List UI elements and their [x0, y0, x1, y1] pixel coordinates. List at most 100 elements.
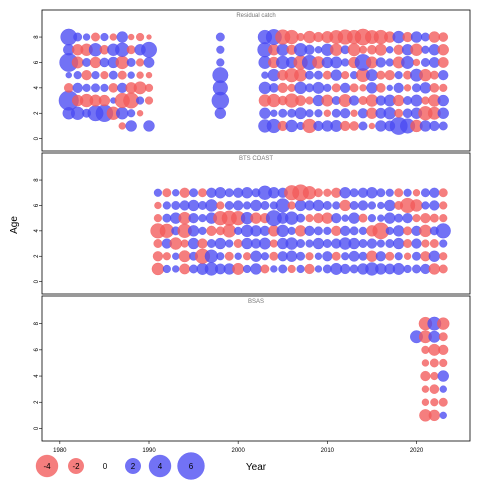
residual-bubble: [117, 70, 127, 80]
residual-bubble: [207, 239, 216, 248]
residual-bubble: [243, 264, 252, 273]
residual-bubble: [136, 110, 144, 117]
residual-bubble: [65, 71, 72, 79]
residual-bubble: [430, 372, 439, 381]
residual-bubble: [348, 212, 360, 224]
residual-bubble: [269, 83, 279, 93]
residual-bubble: [438, 397, 448, 407]
residual-bubble: [275, 198, 290, 213]
residual-bubble: [428, 250, 440, 262]
residual-bubble: [437, 57, 449, 68]
residual-bubble: [430, 398, 439, 407]
residual-bubble: [305, 96, 314, 105]
residual-bubble: [421, 201, 430, 210]
y-tick-label: 6: [34, 203, 40, 207]
residual-bubble: [323, 188, 332, 197]
residual-bubble: [339, 187, 351, 199]
panel-title: BTS COAST: [239, 156, 273, 162]
residual-bubble: [403, 96, 412, 105]
residual-bubble: [116, 107, 129, 120]
y-tick-label: 8: [34, 35, 40, 39]
residual-bubble: [331, 108, 341, 118]
residual-bubble: [340, 108, 351, 119]
residual-bubble: [276, 224, 289, 238]
residual-bubble: [198, 188, 207, 198]
residual-bubble: [304, 44, 315, 55]
residual-bubble: [439, 201, 448, 210]
residual-bubble: [100, 33, 109, 42]
residual-bubble: [375, 251, 386, 262]
residual-bubble: [439, 83, 448, 92]
residual-bubble: [349, 121, 359, 131]
residual-bubble: [349, 226, 359, 236]
residual-bubble: [429, 200, 440, 211]
residual-bubble: [365, 69, 378, 82]
residual-bubble: [216, 201, 225, 210]
residual-bubble: [180, 239, 189, 248]
residual-bubble: [278, 108, 288, 118]
y-tick-label: 2: [34, 400, 40, 404]
residual-bubble: [144, 83, 154, 92]
residual-bubble: [287, 83, 296, 92]
residual-bubble: [214, 187, 226, 199]
residual-bubble: [376, 239, 385, 248]
residual-bubble: [232, 263, 245, 275]
residual-bubble: [153, 188, 162, 197]
residual-bubble: [171, 201, 181, 210]
residual-bubble: [429, 384, 440, 394]
residual-bubble: [358, 239, 368, 248]
residual-bubble: [127, 109, 136, 118]
residual-bubble: [438, 70, 449, 81]
residual-bubble: [305, 83, 314, 93]
residual-bubble: [438, 188, 448, 198]
residual-bubble: [437, 94, 449, 107]
residual-bubble: [376, 188, 386, 198]
residual-bubble: [260, 252, 269, 261]
residual-bubble: [366, 238, 377, 249]
residual-bubble: [437, 44, 449, 56]
x-axis-title: Year: [246, 462, 267, 473]
residual-bubble: [322, 264, 332, 274]
residual-bubble: [162, 252, 171, 261]
residual-bubble: [412, 264, 421, 274]
residual-bubble: [270, 265, 278, 273]
x-tick-label: 1980: [53, 448, 67, 454]
residual-bubble: [294, 107, 307, 120]
legend-label: -2: [72, 462, 80, 471]
residual-bubble: [429, 70, 439, 80]
residual-bubble: [128, 33, 135, 41]
residual-bubble: [224, 251, 234, 261]
residual-bubble: [348, 250, 360, 262]
residual-bubble: [305, 109, 314, 118]
residual-bubble: [439, 214, 448, 223]
residual-bubble: [234, 252, 242, 260]
residual-bubble: [421, 188, 430, 198]
residual-bubble: [233, 200, 244, 211]
residual-bubble: [331, 213, 342, 224]
residual-bubble: [287, 201, 296, 210]
residual-bubble: [153, 214, 162, 223]
residual-bubble: [127, 71, 135, 79]
residual-bubble: [401, 56, 415, 69]
residual-bubble: [296, 213, 305, 223]
residual-bubble: [294, 81, 307, 95]
residual-bubble: [358, 213, 368, 223]
residual-bubble: [420, 370, 431, 382]
residual-bubble: [284, 29, 299, 45]
residual-bubble: [410, 94, 423, 107]
residual-bubble: [330, 43, 343, 56]
residual-bubble: [312, 199, 325, 212]
residual-bubble: [394, 213, 404, 223]
y-tick-label: 6: [34, 348, 40, 352]
bubbles: [410, 316, 450, 422]
residual-bubble: [323, 109, 331, 117]
legend-bubble: [177, 452, 205, 480]
residual-bubble: [421, 45, 430, 54]
residual-bubble: [421, 32, 430, 42]
residual-bubble: [358, 45, 368, 54]
residual-bubble: [261, 71, 269, 79]
residual-bubble: [439, 358, 448, 367]
residual-bubble: [421, 385, 430, 393]
residual-bubble: [322, 201, 332, 210]
bubble-size-legend: -4 -2 0 2 4 6: [35, 452, 205, 480]
